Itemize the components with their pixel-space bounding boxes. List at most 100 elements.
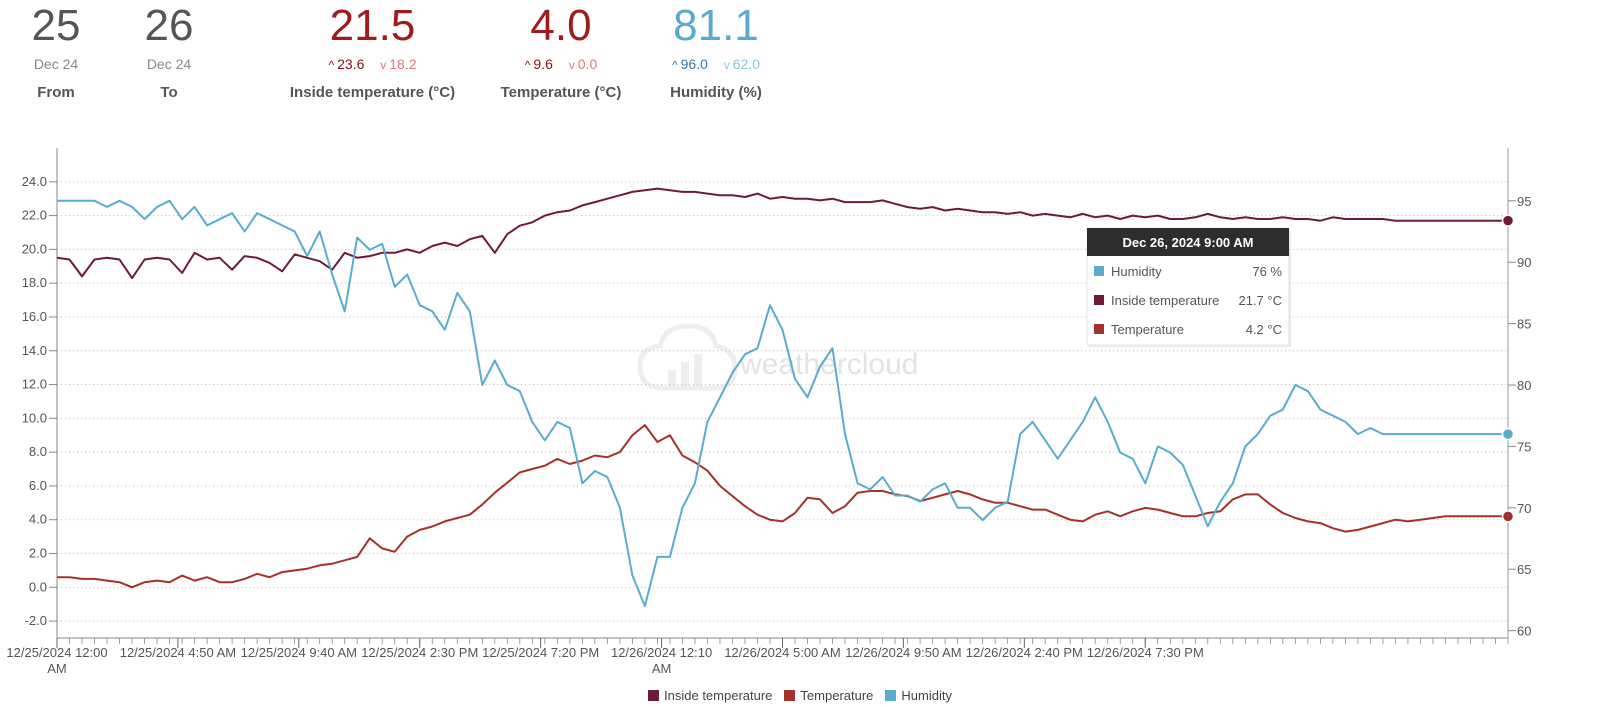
tooltip-title: Dec 26, 2024 9:00 AM bbox=[1122, 235, 1253, 250]
temperature-max: ^ 9.6 bbox=[525, 56, 553, 72]
y-left-tick-label: 20.0 bbox=[22, 241, 47, 256]
chevron-up-icon: ^ bbox=[671, 58, 678, 72]
chevron-up-icon: ^ bbox=[524, 58, 531, 72]
tooltip-swatch bbox=[1094, 295, 1104, 305]
from-label: From bbox=[37, 84, 75, 101]
legend-item-inside-temperature[interactable]: Inside temperature bbox=[648, 688, 772, 703]
humidity-min: v 62.0 bbox=[724, 56, 760, 72]
to-day: 26 bbox=[144, 1, 194, 50]
y-left-tick-label: 8.0 bbox=[29, 444, 47, 459]
inside-temperature-value: 21.5 bbox=[329, 1, 416, 50]
y-right-tick-label: 60 bbox=[1517, 624, 1531, 639]
weathercloud-watermark: weathercloud bbox=[637, 323, 918, 391]
tooltip-header bbox=[1087, 228, 1289, 256]
temperature-label: Temperature (°C) bbox=[500, 84, 622, 101]
series-line-temperature bbox=[57, 424, 1508, 589]
y-left-tick-label: 16.0 bbox=[22, 309, 47, 324]
temperature-stat: 4.0 ^ 9.6 v 0.0 Temperature (°C) bbox=[486, 0, 636, 101]
temperature-min: v 0.0 bbox=[569, 56, 597, 72]
y-right-tick-label: 95 bbox=[1517, 194, 1531, 209]
y-left-tick-label: 14.0 bbox=[22, 343, 47, 358]
inside-temperature-max-value: 23.6 bbox=[337, 56, 365, 72]
x-tick-label: 12/25/2024 9:40 AM bbox=[241, 645, 357, 660]
temperature-min-value: 0.0 bbox=[577, 56, 598, 72]
from-month: Dec 24 bbox=[33, 56, 79, 72]
x-tick-label: 12/25/2024 7:20 PM bbox=[482, 645, 599, 660]
legend-item-temperature[interactable]: Temperature bbox=[784, 688, 873, 703]
tooltip-swatch bbox=[1094, 266, 1104, 276]
y-left-tick-label: 0.0 bbox=[29, 579, 47, 594]
chevron-down-icon: v bbox=[723, 58, 730, 72]
chevron-down-icon: v bbox=[380, 58, 387, 72]
series-line-humidity bbox=[57, 199, 1508, 608]
tooltip: Dec 26, 2024 9:00 AM Humidity 76 % Inside t… bbox=[1086, 227, 1291, 347]
temperature-value: 4.0 bbox=[530, 1, 592, 50]
inside-temperature-label: Inside temperature (°C) bbox=[289, 84, 456, 101]
temperature-max-value: 9.6 bbox=[533, 56, 553, 72]
x-tick-label: 12/25/2024 4:50 AM bbox=[120, 645, 236, 660]
y-right-tick-label: 65 bbox=[1517, 562, 1531, 577]
crosshair bbox=[1501, 148, 1515, 638]
x-tick-label: 12/26/2024 7:30 PM bbox=[1087, 645, 1204, 660]
y-right-tick-label: 80 bbox=[1517, 378, 1531, 393]
tooltip-row-name: Temperature bbox=[1111, 322, 1184, 337]
inside-temperature-min-value: 18.2 bbox=[389, 56, 417, 72]
chevron-up-icon: ^ bbox=[328, 58, 335, 72]
x-tick-label: 12/26/2024 5:00 AM bbox=[724, 645, 840, 660]
x-tick-label: 12/25/2024 2:30 PM bbox=[361, 645, 478, 660]
humidity-label: Humidity (%) bbox=[670, 84, 762, 101]
to-date[interactable]: 26 Dec 24 To bbox=[133, 0, 205, 101]
chevron-down-icon: v bbox=[568, 58, 575, 72]
tooltip-row-value: 21.7 °C bbox=[1238, 293, 1282, 308]
y-right-tick-label: 90 bbox=[1517, 255, 1531, 270]
tooltip-swatch bbox=[1094, 324, 1104, 334]
legend-label: Temperature bbox=[800, 688, 874, 703]
to-label: To bbox=[160, 84, 178, 101]
humidity-stat: 81.1 ^ 96.0 v 62.0 Humidity (%) bbox=[650, 0, 782, 101]
x-tick-label-line2: AM bbox=[652, 661, 672, 676]
y-left-tick-label: 12.0 bbox=[22, 377, 47, 392]
y-left-tick-label: 6.0 bbox=[29, 478, 47, 493]
hover-marker-inside-temperature bbox=[1501, 214, 1515, 227]
x-tick-label: 12/25/2024 12:00 bbox=[6, 645, 107, 660]
tooltip-row-name: Humidity bbox=[1111, 264, 1162, 279]
y-left-tick-label: 10.0 bbox=[22, 410, 47, 425]
to-month: Dec 24 bbox=[146, 56, 192, 72]
y-right-tick-label: 85 bbox=[1517, 317, 1531, 332]
tooltip-row-value: 76 % bbox=[1252, 264, 1282, 279]
x-tick-label: 12/26/2024 9:50 AM bbox=[845, 645, 961, 660]
hover-marker-humidity bbox=[1501, 427, 1515, 441]
series-line-inside-temperature bbox=[56, 187, 1508, 280]
humidity-max: ^ 96.0 bbox=[672, 56, 708, 72]
y-left-tick-label: 22.0 bbox=[22, 208, 47, 223]
hover-marker-temperature bbox=[1501, 510, 1515, 523]
from-day: 25 bbox=[31, 1, 81, 50]
humidity-min-value: 62.0 bbox=[732, 56, 761, 72]
y-left-tick-label: 2.0 bbox=[29, 546, 47, 561]
humidity-value: 81.1 bbox=[673, 1, 759, 50]
legend-item-humidity[interactable]: Humidity bbox=[885, 688, 952, 703]
from-date[interactable]: 25 Dec 24 From bbox=[20, 0, 92, 101]
x-tick-label-line2: AM bbox=[47, 661, 67, 676]
inside-temperature-max: ^ 23.6 bbox=[328, 56, 364, 72]
inside-temperature-min: v 18.2 bbox=[380, 56, 416, 72]
weather-chart[interactable]: weathercloud -2.0 0.0 2.0 4.0 6.0 8.0 10.0 12.0… bbox=[0, 0, 1600, 690]
y-right-tick-label: 70 bbox=[1517, 501, 1531, 516]
legend-swatch bbox=[885, 690, 897, 701]
y-left-tick-label: -2.0 bbox=[25, 613, 47, 628]
legend-swatch bbox=[784, 690, 796, 701]
y-left-tick-label: 24.0 bbox=[22, 174, 47, 189]
legend-swatch bbox=[648, 690, 660, 701]
x-tick-label: 12/26/2024 12:10 bbox=[611, 645, 712, 660]
legend-label: Humidity bbox=[901, 688, 952, 703]
inside-temperature-stat: 21.5 ^ 23.6 v 18.2 Inside temperature (°C) bbox=[270, 0, 475, 101]
legend-label: Inside temperature bbox=[664, 688, 773, 703]
series-lines bbox=[56, 187, 1508, 608]
humidity-max-value: 96.0 bbox=[680, 56, 708, 72]
tooltip-row-value: 4.2 °C bbox=[1246, 322, 1282, 337]
legend: Inside temperature Temperature Humidity bbox=[0, 688, 1600, 703]
y-left-tick-label: 4.0 bbox=[29, 512, 47, 527]
axes: -2.0 0.0 2.0 4.0 6.0 8.0 10.0 12.0 14.0 16.0 18.0 2… bbox=[6, 148, 1531, 676]
x-tick-label: 12/26/2024 2:40 PM bbox=[966, 645, 1083, 660]
tooltip-row-name: Inside temperature bbox=[1111, 293, 1219, 308]
